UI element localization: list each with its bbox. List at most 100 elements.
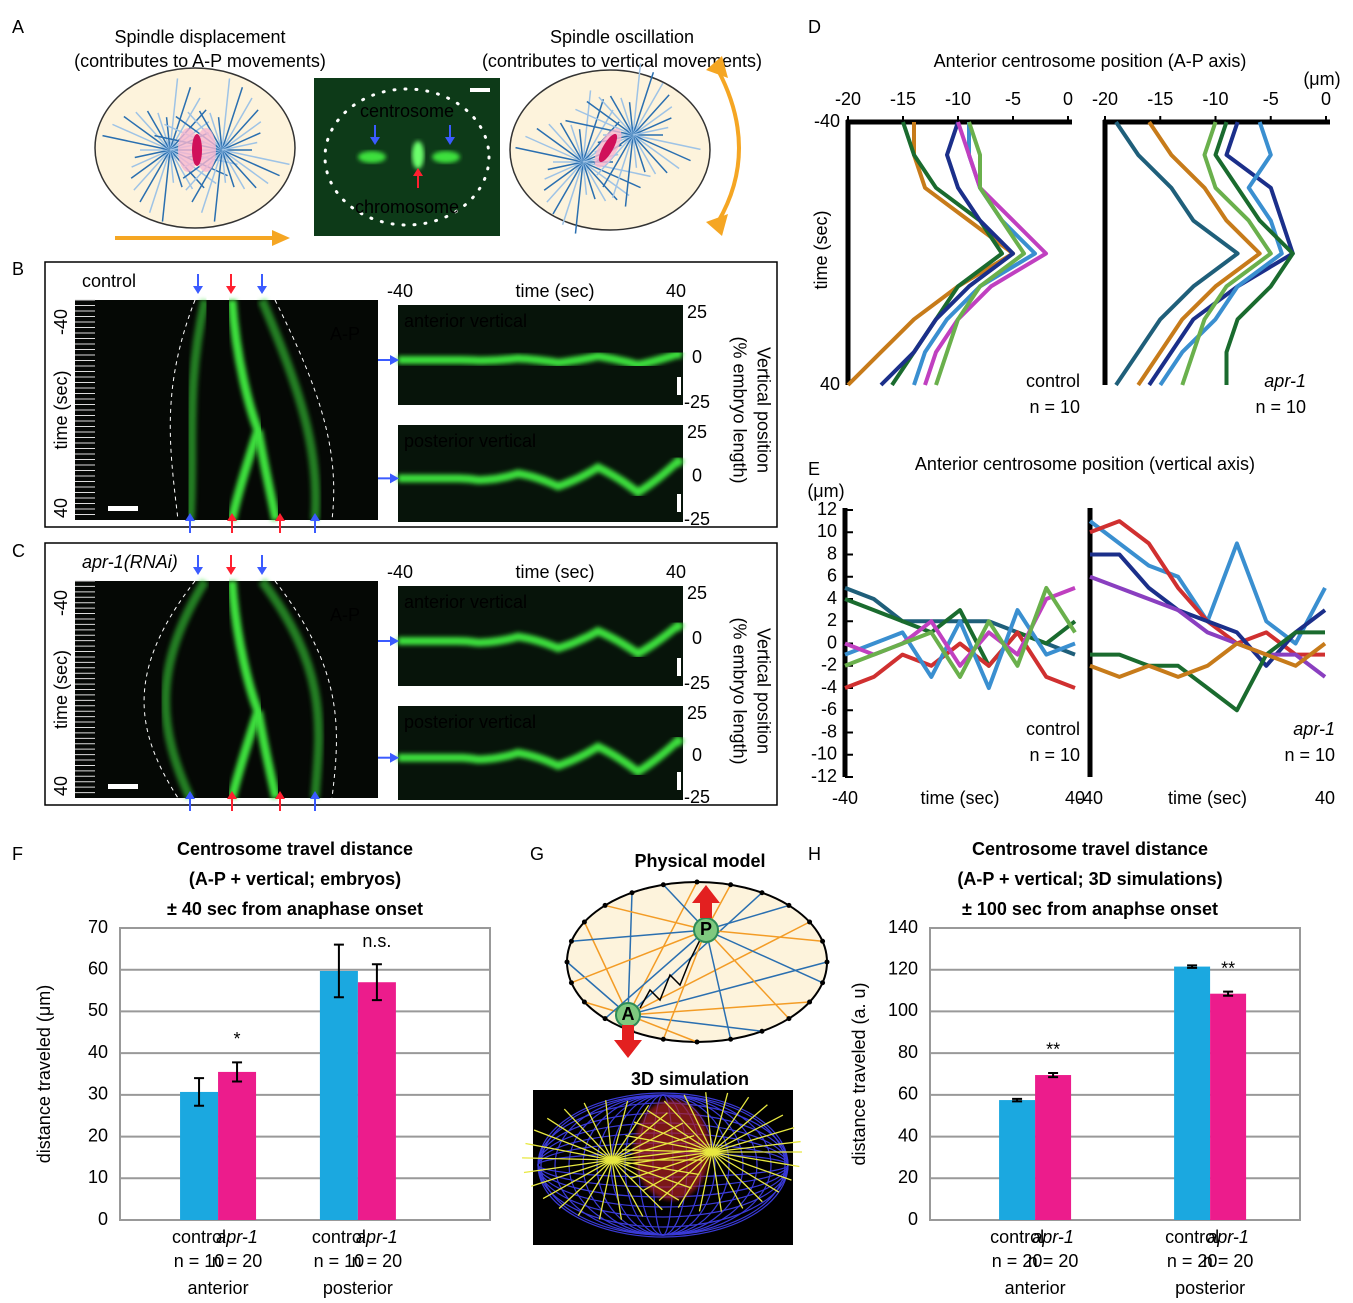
vertical-tick: -25 [684, 509, 710, 529]
panel-label: C [12, 541, 25, 561]
trace [892, 122, 1002, 385]
y-tick-label: 2 [827, 610, 837, 630]
scale-bar [470, 88, 490, 92]
x-tick-label: -10 [945, 89, 971, 109]
y-tick-label: 40 [820, 374, 840, 394]
chart-title: Centrosome travel distance [972, 839, 1208, 859]
sample-size-label: n = 20 [1028, 1251, 1079, 1271]
anchor [825, 960, 830, 965]
sample-size-label: n = 20 [1203, 1251, 1254, 1271]
significance-label: ** [1221, 958, 1235, 978]
y-tick-label: 60 [898, 1084, 918, 1104]
y-tick-label: 60 [88, 958, 108, 978]
x-tick-label: -15 [890, 89, 916, 109]
category-label: posterior [1175, 1278, 1245, 1298]
y-tick-label: -12 [811, 766, 837, 786]
x-tick-label: 40 [1315, 788, 1335, 808]
chart-title: ± 100 sec from anaphse onset [962, 899, 1218, 919]
vertical-tick: 25 [687, 703, 707, 723]
vertical-tick: 0 [692, 745, 702, 765]
y-axis-label: time (sec) [811, 210, 831, 289]
x-axis-label: time (sec) [1168, 788, 1247, 808]
x-axis-label: time (sec) [920, 788, 999, 808]
x-tick-label: -20 [835, 89, 861, 109]
anchor [728, 1037, 733, 1042]
scale-bar [677, 494, 681, 512]
panel-title: Physical model [634, 851, 765, 871]
trace [914, 122, 1035, 385]
y-tick-label: 0 [98, 1209, 108, 1229]
chromosome-signal [412, 141, 424, 169]
condition-label: apr-1(RNAi) [82, 552, 178, 572]
y-tick-label: 20 [898, 1167, 918, 1187]
sample-size-label: n = 20 [352, 1251, 403, 1271]
y-tick-label: 50 [88, 1000, 108, 1020]
annotation: n = 10 [1029, 745, 1080, 765]
chart-title: ± 40 sec from anaphase onset [167, 899, 423, 919]
significance-label: n.s. [362, 931, 391, 951]
image-label: chromosome [355, 197, 459, 217]
anchor [569, 980, 574, 985]
annotation: n = 10 [1029, 397, 1080, 417]
y-tick-label: -6 [821, 699, 837, 719]
y-tick-label: 0 [908, 1209, 918, 1229]
time-tick: 40 [51, 776, 71, 796]
time-tick: 40 [51, 498, 71, 518]
anchor [786, 1016, 791, 1021]
time-axis-label: time (sec) [515, 281, 594, 301]
x-tick-label: 0 [1321, 89, 1331, 109]
node-label: P [700, 919, 712, 939]
y-tick-label: 140 [888, 917, 918, 937]
axis-unit: (μm) [1303, 69, 1340, 89]
oscillation-arrow [718, 70, 739, 222]
y-tick-label: 30 [88, 1084, 108, 1104]
x-tick-label: -20 [1092, 89, 1118, 109]
node-label: A [622, 1004, 635, 1024]
panel-label: G [530, 844, 544, 864]
y-tick-label: -10 [811, 744, 837, 764]
y-tick-label: 10 [88, 1167, 108, 1187]
scale-bar [108, 784, 138, 789]
anchor [728, 882, 733, 887]
image-label: anterior vertical [404, 311, 527, 331]
annotation: apr-1 [1293, 719, 1335, 739]
anchor [661, 1037, 666, 1042]
series-label: apr-1 [356, 1227, 398, 1247]
vertical-tick: 0 [692, 628, 702, 648]
kymograph-label: A-P [330, 324, 360, 344]
chart-title: Centrosome travel distance [177, 839, 413, 859]
anchor [582, 1000, 587, 1005]
scale-bar [677, 377, 681, 395]
annotation: apr-1 [1264, 371, 1306, 391]
time-tick: -40 [51, 590, 71, 616]
bar [358, 982, 396, 1220]
scale-bar [677, 658, 681, 676]
image-label: posterior vertical [404, 712, 536, 732]
y-tick-label: 4 [827, 588, 837, 608]
y-tick-label: -8 [821, 721, 837, 741]
error-bar [1223, 992, 1233, 996]
anchor [661, 882, 666, 887]
vertical-tick: 0 [692, 347, 702, 367]
time-tick: -40 [387, 562, 413, 582]
anchor [603, 903, 608, 908]
image-label: centrosome [360, 101, 454, 121]
annotation: control [1026, 371, 1080, 391]
anchor [603, 1016, 608, 1021]
annotation: control [1026, 719, 1080, 739]
significance-label: * [234, 1029, 241, 1049]
anchor [569, 939, 574, 944]
time-tick: 40 [666, 281, 686, 301]
y-tick-label: 12 [817, 499, 837, 519]
anchor [820, 980, 825, 985]
anchor [695, 1040, 700, 1045]
category-label: posterior [323, 1278, 393, 1298]
trace [1090, 632, 1325, 710]
vertical-tick: -25 [684, 392, 710, 412]
chart-title: (A-P + vertical; 3D simulations) [957, 869, 1222, 889]
vertical-tick: 25 [687, 583, 707, 603]
sample-size-label: n = 20 [212, 1251, 263, 1271]
y-axis-label: distance traveled (a. u) [849, 982, 869, 1165]
anchor [807, 920, 812, 925]
series-label: apr-1 [216, 1227, 258, 1247]
